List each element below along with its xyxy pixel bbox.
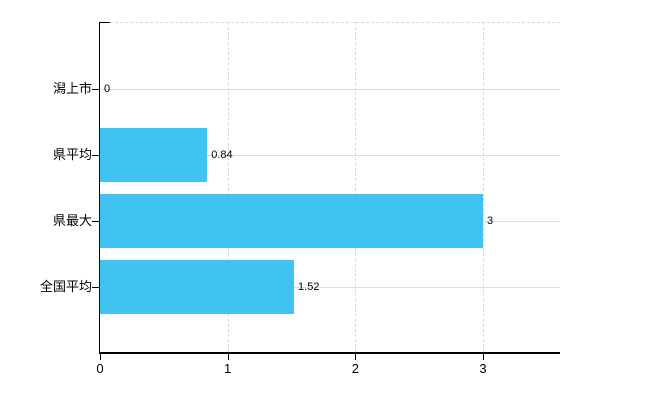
horizontal-gridline — [100, 287, 560, 288]
bar — [100, 128, 208, 182]
category-label: 県最大 — [52, 213, 92, 228]
x-tick-label: 2 — [351, 361, 359, 376]
vertical-gridline — [483, 22, 484, 352]
y-axis-tick — [92, 89, 99, 90]
value-label: 1.52 — [298, 281, 320, 293]
value-label: 3 — [487, 215, 494, 227]
y-axis-tick — [92, 221, 99, 222]
category-label: 県平均 — [52, 147, 92, 162]
bar — [100, 194, 483, 248]
horizontal-gridline — [100, 155, 560, 156]
vertical-gridline — [355, 22, 357, 352]
x-tick-label: 1 — [224, 361, 232, 376]
category-label: 潟上市 — [52, 81, 92, 96]
x-axis-tick — [355, 354, 357, 360]
x-axis-tick — [100, 354, 101, 360]
vertical-gridline — [227, 22, 229, 352]
x-tick-label: 3 — [479, 361, 487, 376]
category-label: 全国平均 — [39, 279, 92, 294]
x-axis-line — [99, 352, 560, 354]
x-tick-label: 0 — [96, 361, 104, 376]
y-axis-tick — [92, 287, 99, 288]
value-label: 0.84 — [211, 149, 233, 161]
y-axis-tick — [92, 155, 99, 156]
bar — [100, 260, 295, 314]
x-axis-tick — [483, 354, 484, 360]
x-axis-tick — [227, 354, 229, 360]
value-label: 0 — [104, 83, 111, 95]
y-axis-top-tick — [100, 22, 110, 23]
plot-top-border — [100, 22, 560, 23]
horizontal-gridline — [100, 89, 560, 90]
y-axis-line — [99, 22, 100, 353]
